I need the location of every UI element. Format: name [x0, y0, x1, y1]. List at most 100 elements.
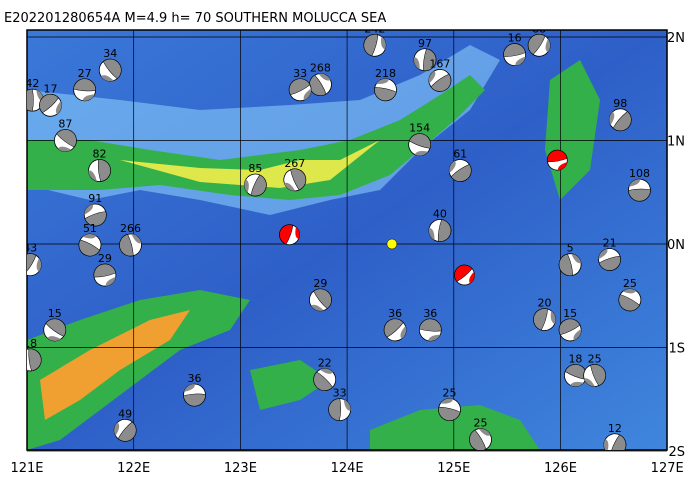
depth-label: 61 [453, 148, 467, 161]
beachball-compression [93, 263, 116, 278]
beachball-compression [454, 264, 473, 282]
beachball-compression [430, 73, 452, 92]
beachball-compression [311, 304, 324, 311]
focal-mechanism [83, 203, 107, 227]
depth-label: 36 [423, 307, 437, 320]
beachball-compression [573, 328, 582, 341]
depth-label: 85 [248, 162, 262, 175]
depth-label: 242 [364, 22, 385, 35]
depth-label: 12 [608, 422, 622, 435]
beachball-compression [279, 224, 294, 245]
beachball-compression [27, 88, 34, 112]
beachball-compression [423, 48, 437, 71]
beachball-compression [56, 129, 77, 148]
focal-mechanism [328, 398, 352, 422]
focal-mechanism [119, 233, 142, 257]
depth-label: 167 [429, 57, 450, 70]
lon-label: 121E [10, 461, 43, 476]
beachball-compression [183, 393, 206, 407]
depth-label: 22 [318, 357, 332, 370]
beachball-compression [413, 57, 420, 70]
depth-label: 91 [88, 192, 102, 205]
beachball-compression [313, 288, 332, 309]
lon-label: 122E [117, 461, 150, 476]
beachball-compression [609, 434, 627, 450]
beachball-compression [27, 253, 37, 275]
lat-label: 1N [667, 135, 685, 150]
beachball-compression [88, 170, 97, 182]
focal-mechanism [618, 288, 642, 312]
sulawesi-north-arm [27, 75, 485, 200]
lon-label: 125E [437, 461, 470, 476]
beachball-compression [117, 421, 137, 442]
beachball-compression [628, 188, 651, 202]
depth-label: 33 [293, 67, 307, 80]
depth-label: 36 [388, 307, 402, 320]
depth-label: 34 [103, 47, 117, 60]
focal-mechanism [363, 33, 387, 57]
depth-label: 267 [284, 157, 305, 170]
main-event [386, 238, 398, 250]
banggai-islands [250, 360, 330, 410]
beachball-compression [440, 398, 454, 404]
beachball-compression [590, 364, 606, 386]
beachball-compression [469, 429, 487, 450]
beachball-compression [82, 234, 97, 239]
beachball-compression [545, 38, 551, 53]
beachball-compression [450, 164, 472, 182]
depth-label: 15 [563, 307, 577, 320]
focal-mechanism [503, 43, 527, 66]
depth-label: 40 [433, 208, 447, 221]
highland [40, 310, 190, 420]
focal-mechanism [43, 318, 67, 342]
beachball-compression [105, 276, 116, 287]
beachball-compression [438, 406, 461, 421]
title: E202201280654A M=4.9 h= 70 SOUTHERN MOLU… [4, 11, 386, 26]
beachball-compression [428, 227, 435, 241]
beachball-compression [319, 368, 334, 374]
lat-label: 2N [667, 31, 685, 46]
depth-label: 25 [623, 277, 637, 290]
beachball-compression [570, 381, 584, 387]
beachball-compression [558, 318, 581, 336]
beachball-compression [28, 348, 42, 372]
depth-label: 49 [118, 407, 132, 420]
depth-label: 25 [443, 387, 457, 400]
focal-mechanism [243, 173, 267, 197]
depth-label: 42 [25, 77, 39, 90]
beachball-compression [414, 151, 429, 156]
focal-mechanism [288, 78, 312, 102]
beachball-compression [374, 87, 397, 102]
beachball-compression [376, 78, 389, 84]
beachball-compression [478, 428, 491, 436]
lon-label: 126E [544, 461, 577, 476]
depth-label: 33 [333, 387, 347, 400]
focal-mechanism [313, 368, 337, 391]
beachball-compression [400, 325, 407, 339]
beachball-compression [313, 371, 333, 391]
depth-label: 29 [98, 252, 112, 265]
focal-mechanism [93, 263, 117, 287]
focal-mechanism [533, 308, 556, 331]
focal-mechanism [27, 348, 42, 372]
beachball-compression [527, 34, 546, 55]
sulawesi-east-arm [27, 290, 250, 450]
beachball-compression [449, 160, 456, 174]
focal-mechanism [603, 433, 627, 450]
beachball-compression [244, 179, 249, 193]
focal-mechanism [309, 288, 332, 312]
beachball-compression [428, 334, 441, 341]
beachball-compression [609, 111, 615, 126]
beachball-compression [290, 168, 307, 191]
focal-mechanism [78, 233, 102, 257]
beachball-compression [618, 294, 640, 312]
beachball-compression [428, 70, 436, 84]
focal-mechanism [608, 108, 632, 132]
beachball-compression [295, 227, 300, 240]
focal-mechanism [428, 69, 452, 92]
beachball-compression [419, 318, 442, 332]
focal-mechanism [418, 318, 442, 342]
depth-label: 266 [120, 222, 141, 235]
beachball-compression [97, 159, 111, 182]
focal-mechanism [527, 33, 551, 57]
